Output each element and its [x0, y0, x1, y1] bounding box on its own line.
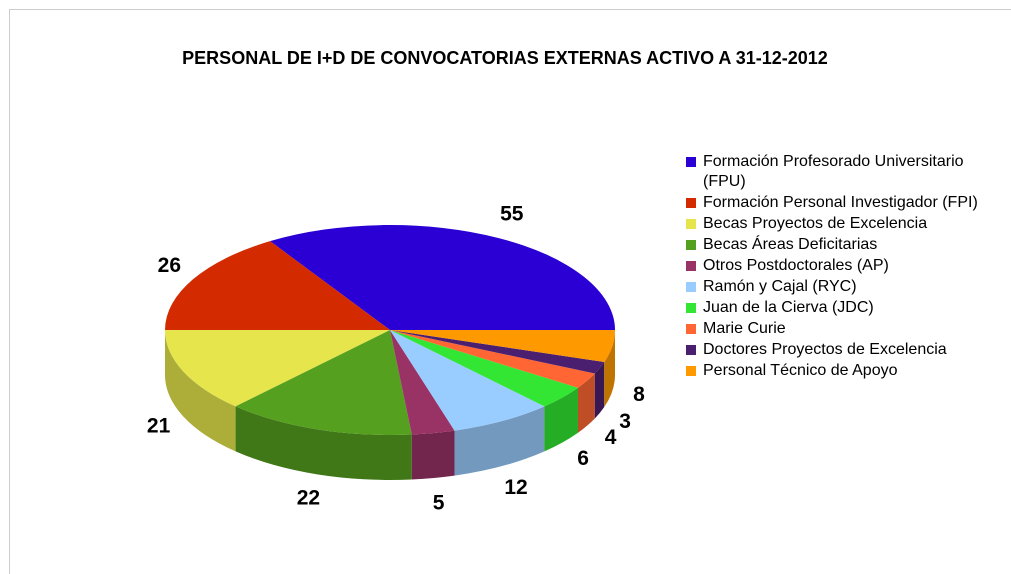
- legend-label: Juan de la Cierva (JDC): [703, 299, 874, 316]
- legend-swatch: [686, 324, 696, 334]
- slice-side: [544, 387, 578, 452]
- legend-label: Becas Áreas Deficitarias: [703, 236, 878, 253]
- data-label: 22: [297, 487, 320, 510]
- legend: Formación Profesorado Universitario (FPU…: [686, 152, 986, 382]
- slice-side: [577, 373, 595, 433]
- slice: [390, 330, 578, 407]
- data-label: 5: [433, 491, 445, 514]
- slice: [390, 330, 615, 363]
- legend-swatch: [686, 240, 696, 250]
- legend-item: Personal Técnico de Apoyo: [686, 361, 986, 381]
- legend-swatch: [686, 261, 696, 271]
- legend-label: Marie Curie: [703, 320, 786, 337]
- data-label: 21: [147, 415, 171, 438]
- legend-item: Becas Áreas Deficitarias: [686, 235, 986, 255]
- slice-side: [594, 362, 605, 419]
- data-label: 3: [619, 410, 631, 433]
- slice: [165, 241, 390, 330]
- legend-item: Juan de la Cierva (JDC): [686, 298, 986, 318]
- slice: [390, 330, 595, 388]
- data-label: 6: [577, 447, 589, 470]
- legend-item: Otros Postdoctorales (AP): [686, 256, 986, 276]
- legend-label: Ramón y Cajal (RYC): [703, 278, 857, 295]
- slice: [390, 330, 545, 431]
- slice: [390, 330, 605, 374]
- legend-label: Doctores Proyectos de Excelencia: [703, 341, 947, 358]
- legend-swatch: [686, 345, 696, 355]
- data-label: 4: [605, 426, 617, 449]
- legend-item: Formación Personal Investigador (FPI): [686, 193, 986, 213]
- legend-swatch: [686, 219, 696, 229]
- legend-swatch: [686, 303, 696, 313]
- data-label: 55: [500, 203, 524, 226]
- slice-side: [411, 430, 455, 480]
- slice-side: [235, 406, 412, 480]
- slice: [165, 330, 390, 407]
- slice-side: [604, 330, 615, 408]
- legend-swatch: [686, 157, 696, 167]
- frame: [9, 9, 1011, 574]
- legend-item: Ramón y Cajal (RYC): [686, 277, 986, 297]
- slice: [270, 225, 615, 330]
- slice: [235, 330, 412, 435]
- legend-label: Otros Postdoctorales (AP): [703, 257, 889, 274]
- legend-label: Formación Profesorado Universitario (FPU…: [703, 153, 964, 190]
- legend-swatch: [686, 282, 696, 292]
- legend-item: Becas Proyectos de Excelencia: [686, 214, 986, 234]
- legend-swatch: [686, 366, 696, 376]
- data-label: 12: [504, 476, 527, 499]
- chart-title: PERSONAL DE I+D DE CONVOCATORIAS EXTERNA…: [182, 48, 828, 68]
- legend-swatch: [686, 198, 696, 208]
- legend-label: Personal Técnico de Apoyo: [703, 362, 898, 379]
- legend-item: Formación Profesorado Universitario (FPU…: [686, 152, 986, 192]
- data-label: 26: [158, 254, 181, 277]
- slice: [390, 330, 455, 435]
- legend-label: Formación Personal Investigador (FPI): [703, 194, 978, 211]
- legend-item: Marie Curie: [686, 319, 986, 339]
- slice-side: [454, 406, 545, 476]
- slice-side: [165, 330, 236, 452]
- legend-item: Doctores Proyectos de Excelencia: [686, 340, 986, 360]
- legend-label: Becas Proyectos de Excelencia: [703, 215, 928, 232]
- data-label: 8: [633, 383, 645, 406]
